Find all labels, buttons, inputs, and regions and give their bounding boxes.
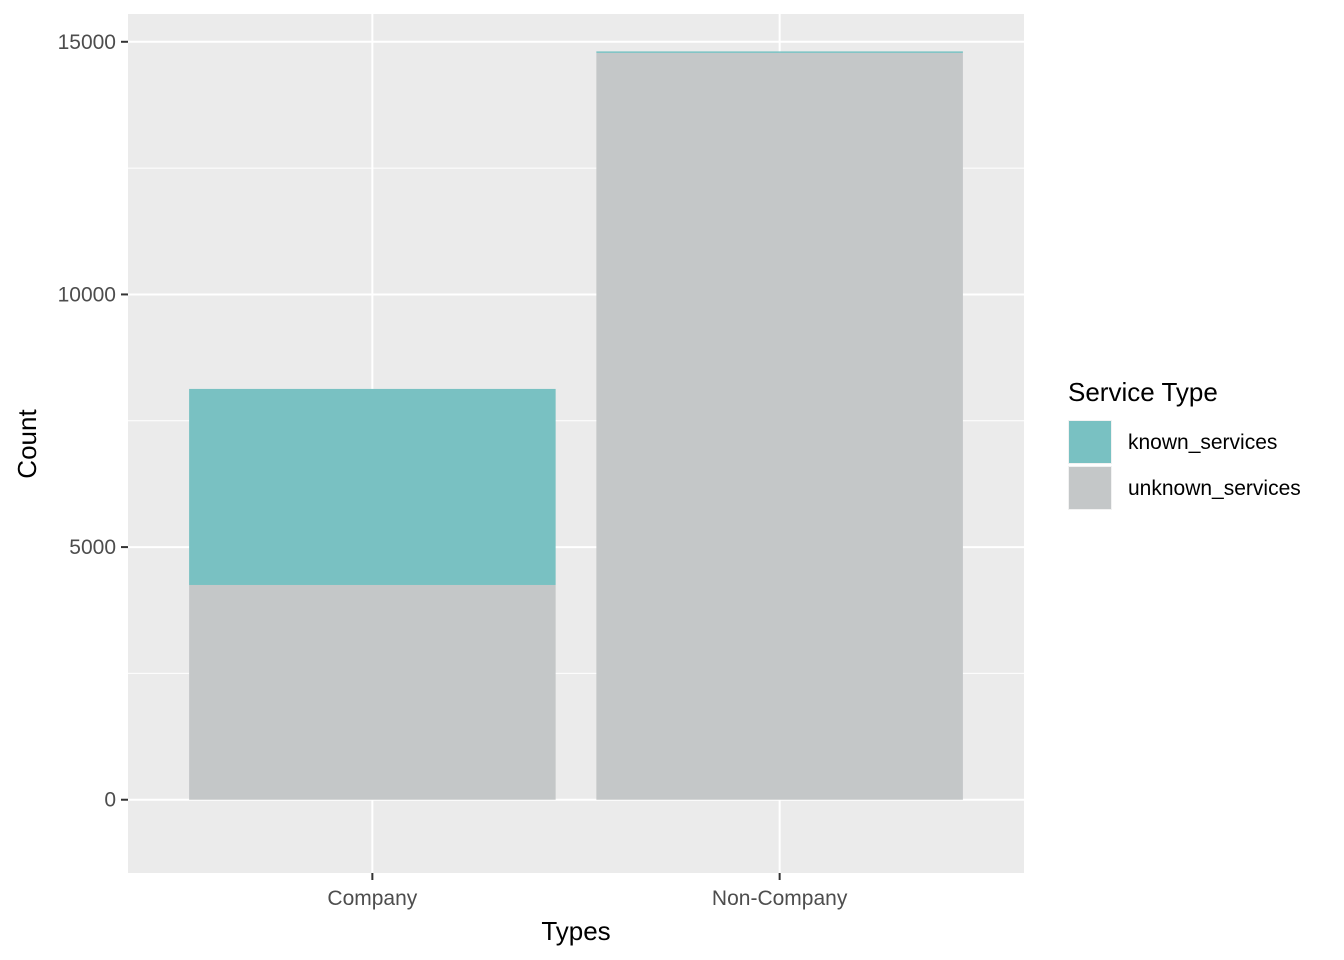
y-tick-label: 10000 xyxy=(58,283,116,306)
legend: Service Type known_services unknown_servi… xyxy=(1068,377,1301,510)
y-tick-label: 0 xyxy=(104,789,116,812)
bar-unknown_services-company xyxy=(189,584,556,800)
x-tick-label: Non-Company xyxy=(712,887,848,910)
y-tick-label: 15000 xyxy=(58,31,116,54)
legend-key-unknown_services xyxy=(1069,467,1111,509)
x-axis: Company Non-Company xyxy=(327,873,848,910)
bars xyxy=(189,51,963,800)
x-axis-title: Types xyxy=(541,916,610,946)
y-tick-label: 5000 xyxy=(69,536,116,559)
legend-title: Service Type xyxy=(1068,377,1218,407)
y-axis-title: Count xyxy=(12,409,42,479)
x-tick-label: Company xyxy=(327,887,417,910)
bar-known_services-company xyxy=(189,388,556,585)
bar-unknown_services-non-company xyxy=(596,52,963,800)
bar-known_services-non-company xyxy=(596,51,963,53)
legend-label-known_services: known_services xyxy=(1128,431,1277,454)
y-axis: 0 5000 10000 15000 xyxy=(58,31,128,812)
legend-label-unknown_services: unknown_services xyxy=(1128,477,1301,500)
legend-key-known_services xyxy=(1069,421,1111,463)
